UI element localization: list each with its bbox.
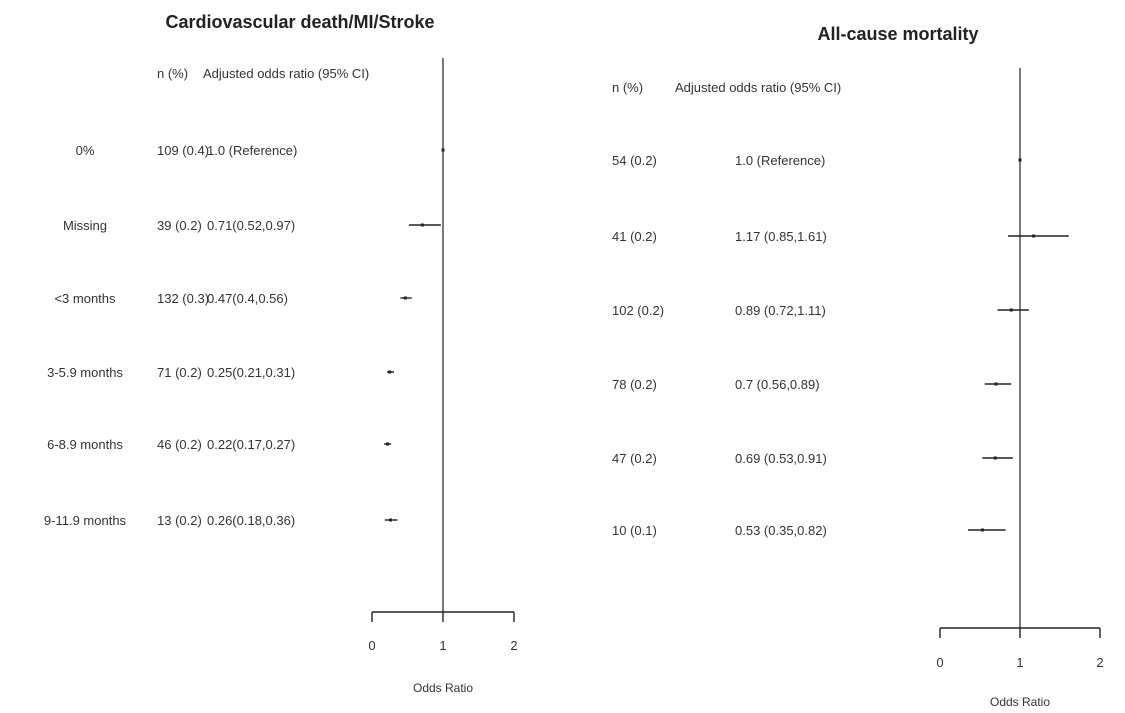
row-n-percent: 39 (0.2) xyxy=(157,218,202,233)
row-label: 3-5.9 months xyxy=(47,365,123,380)
point-estimate xyxy=(994,382,998,386)
x-tick-label: 0 xyxy=(936,655,943,670)
row-odds-ratio-text: 1.17 (0.85,1.61) xyxy=(735,229,827,244)
row-n-percent: 71 (0.2) xyxy=(157,365,202,380)
row-label: 0% xyxy=(76,143,95,158)
point-estimate xyxy=(386,442,390,446)
row-odds-ratio-text: 0.53 (0.35,0.82) xyxy=(735,523,827,538)
point-estimate xyxy=(980,528,984,532)
row-label: Missing xyxy=(63,218,107,233)
row-odds-ratio-text: 1.0 (Reference) xyxy=(735,153,825,168)
row-n-percent: 13 (0.2) xyxy=(157,513,202,528)
chart-title: All-cause mortality xyxy=(817,24,978,44)
column-header-n: n (%) xyxy=(612,80,643,95)
point-estimate xyxy=(388,518,392,522)
row-n-percent: 46 (0.2) xyxy=(157,437,202,452)
row-odds-ratio-text: 0.25(0.21,0.31) xyxy=(207,365,295,380)
x-tick-label: 1 xyxy=(1016,655,1023,670)
row-n-percent: 47 (0.2) xyxy=(612,451,657,466)
x-tick-label: 0 xyxy=(368,638,375,653)
point-estimate xyxy=(1018,158,1022,162)
x-tick-label: 1 xyxy=(439,638,446,653)
row-label: 9-11.9 months xyxy=(44,513,127,528)
point-estimate xyxy=(1032,234,1036,238)
column-header-estimate: Adjusted odds ratio (95% CI) xyxy=(203,66,369,81)
chart-title: Cardiovascular death/MI/Stroke xyxy=(165,12,434,32)
row-odds-ratio-text: 0.89 (0.72,1.11) xyxy=(735,303,826,318)
row-n-percent: 41 (0.2) xyxy=(612,229,657,244)
row-odds-ratio-text: 0.26(0.18,0.36) xyxy=(207,513,295,528)
x-tick-label: 2 xyxy=(510,638,517,653)
point-estimate xyxy=(388,370,392,374)
row-n-percent: 10 (0.1) xyxy=(612,523,657,538)
point-estimate xyxy=(403,296,407,300)
row-n-percent: 102 (0.2) xyxy=(612,303,664,318)
row-odds-ratio-text: 0.7 (0.56,0.89) xyxy=(735,377,820,392)
row-odds-ratio-text: 0.71(0.52,0.97) xyxy=(207,218,295,233)
x-tick-label: 2 xyxy=(1096,655,1103,670)
point-estimate xyxy=(420,223,424,227)
point-estimate xyxy=(441,148,445,152)
row-odds-ratio-text: 0.69 (0.53,0.91) xyxy=(735,451,827,466)
column-header-estimate: Adjusted odds ratio (95% CI) xyxy=(675,80,841,95)
row-n-percent: 54 (0.2) xyxy=(612,153,657,168)
point-estimate xyxy=(993,456,997,460)
row-n-percent: 78 (0.2) xyxy=(612,377,657,392)
x-axis-label: Odds Ratio xyxy=(990,695,1050,709)
row-n-percent: 132 (0.3) xyxy=(157,291,209,306)
row-n-percent: 109 (0.4) xyxy=(157,143,209,158)
forest-panel-all-cause: All-cause mortality n (%) Adjusted odds ra… xyxy=(612,24,1104,709)
point-estimate xyxy=(1009,308,1013,312)
row-odds-ratio-text: 1.0 (Reference) xyxy=(207,143,297,158)
x-axis-label: Odds Ratio xyxy=(413,681,473,695)
forest-panel-cardiovascular: Cardiovascular death/MI/Stroke n (%) Adjus… xyxy=(44,12,518,695)
row-label: <3 months xyxy=(54,291,116,306)
column-header-n: n (%) xyxy=(157,66,188,81)
row-label: 6-8.9 months xyxy=(47,437,123,452)
row-odds-ratio-text: 0.47(0.4,0.56) xyxy=(207,291,288,306)
row-odds-ratio-text: 0.22(0.17,0.27) xyxy=(207,437,295,452)
